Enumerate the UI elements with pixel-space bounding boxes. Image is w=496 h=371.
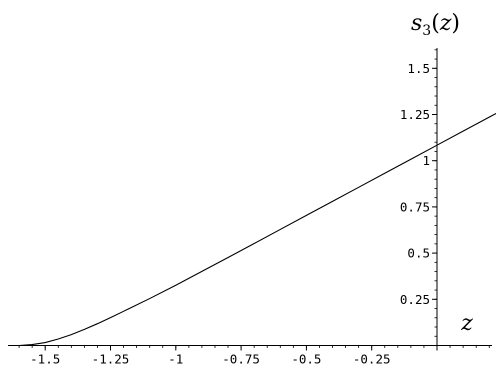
axes-group (8, 48, 492, 351)
x-tick-label: -1.25 (92, 352, 130, 367)
x-tick-label: -1.5 (30, 352, 60, 367)
x-tick-label: -1 (168, 352, 183, 367)
y-tick-label: 1 (422, 153, 430, 168)
x-tick-label: -0.75 (222, 352, 260, 367)
x-axis-label: z (460, 311, 473, 336)
y-axis-label-base: s (411, 11, 422, 36)
x-tick-label: -0.25 (353, 352, 391, 367)
series-line (19, 112, 496, 347)
labels-group: -1.5 -1.25 -1 -0.75 -0.5 -0.25 0.25 0.5 0.75 1 1.2… (30, 11, 473, 367)
y-axis-label-variable: z (439, 11, 452, 36)
y-tick-label: 1.25 (400, 107, 430, 122)
y-tick-label: 0.25 (400, 292, 430, 307)
y-axis-label-subscript: 3 (422, 23, 431, 39)
y-tick-label: 0.5 (407, 246, 430, 261)
x-tick-label: -0.5 (291, 352, 321, 367)
y-axis-label-paren-close: ) (451, 11, 460, 36)
y-axis-label: s3(z) (411, 11, 460, 39)
y-tick-label: 0.75 (400, 199, 430, 214)
y-tick-label: 1.5 (407, 61, 430, 76)
series-group (19, 112, 496, 347)
y-axis-label-paren-open: ( (431, 11, 440, 36)
